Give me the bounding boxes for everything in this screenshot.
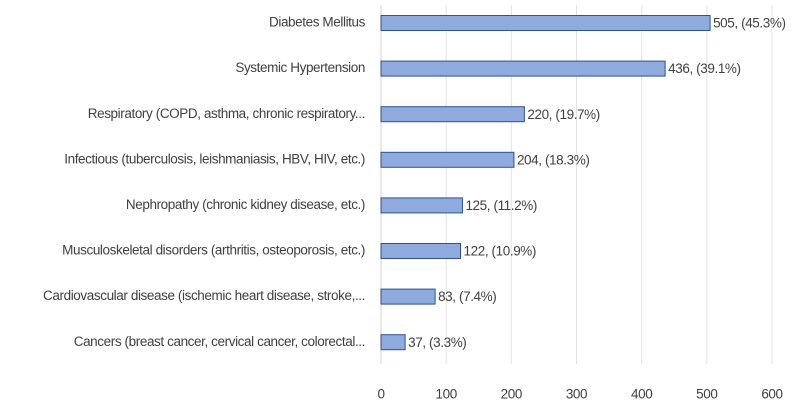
y-tick-label: Nephropathy (chronic kidney disease, etc… <box>126 197 365 212</box>
bar <box>380 151 515 168</box>
y-tick-label: Diabetes Mellitus <box>269 15 366 30</box>
x-tick-label: 400 <box>631 387 652 402</box>
bar <box>380 334 406 351</box>
y-tick-label: Infectious (tuberculosis, leishmaniasis,… <box>64 151 365 166</box>
data-label: 436, (39.1%) <box>668 61 741 76</box>
x-tick-label: 500 <box>696 387 717 402</box>
x-tick-label: 300 <box>566 387 587 402</box>
y-tick-label: Musculoskeletal disorders (arthritis, os… <box>62 243 365 258</box>
data-label: 83, (7.4%) <box>438 289 496 304</box>
x-tick-label: 100 <box>436 387 457 402</box>
x-tick-label: 200 <box>501 387 522 402</box>
y-tick-label: Cancers (breast cancer, cervical cancer,… <box>74 334 365 349</box>
y-tick-label: Respiratory (COPD, asthma, chronic respi… <box>88 106 365 121</box>
y-tick-label: Systemic Hypertension <box>235 60 365 75</box>
data-label: 505, (45.3%) <box>713 16 786 31</box>
data-label: 204, (18.3%) <box>517 152 590 167</box>
data-label: 125, (11.2%) <box>465 198 537 213</box>
data-label: 220, (19.7%) <box>527 107 600 122</box>
bar <box>380 106 525 123</box>
data-label: 122, (10.9%) <box>464 244 536 259</box>
bar <box>380 197 463 214</box>
x-tick-label: 0 <box>377 387 384 402</box>
bar <box>380 243 462 259</box>
x-tick-label: 600 <box>761 387 782 402</box>
bar <box>380 15 711 31</box>
y-tick-label: Cardiovascular disease (ischemic heart d… <box>43 288 365 303</box>
bar <box>380 60 666 77</box>
data-label: 37, (3.3%) <box>408 335 466 350</box>
bar <box>380 288 436 305</box>
